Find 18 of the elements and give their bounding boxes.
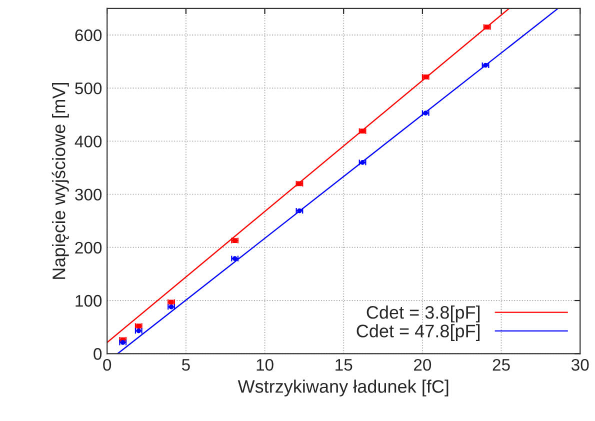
y-tick-label: 300 [75,188,102,201]
y-axis-title: Napięcie wyjściowe [mV] [52,82,69,279]
x-tick-label: 5 [182,359,190,371]
x-tick-label: 15 [336,359,352,371]
x-axis-title: Wstrzykiwany ładunek [fC] [238,380,448,396]
legend-label: Cdet = 3.8[pF] [366,306,480,322]
y-tick-label: 400 [74,136,102,148]
y-tick-label: 500 [75,82,102,94]
y-tick-label: 0 [94,348,102,360]
x-tick-label: 10 [256,358,274,371]
x-tick-label: 25 [492,358,510,371]
x-tick-label: 0 [103,358,112,371]
x-tick-label: 20 [414,358,432,371]
y-tick-label: 600 [75,29,102,42]
x-tick-label: 30 [571,358,589,371]
y-tick-label: 200 [75,242,102,254]
y-tick-label: 100 [76,294,102,307]
legend-label: Cdet = 47.8[pF] [356,324,480,341]
